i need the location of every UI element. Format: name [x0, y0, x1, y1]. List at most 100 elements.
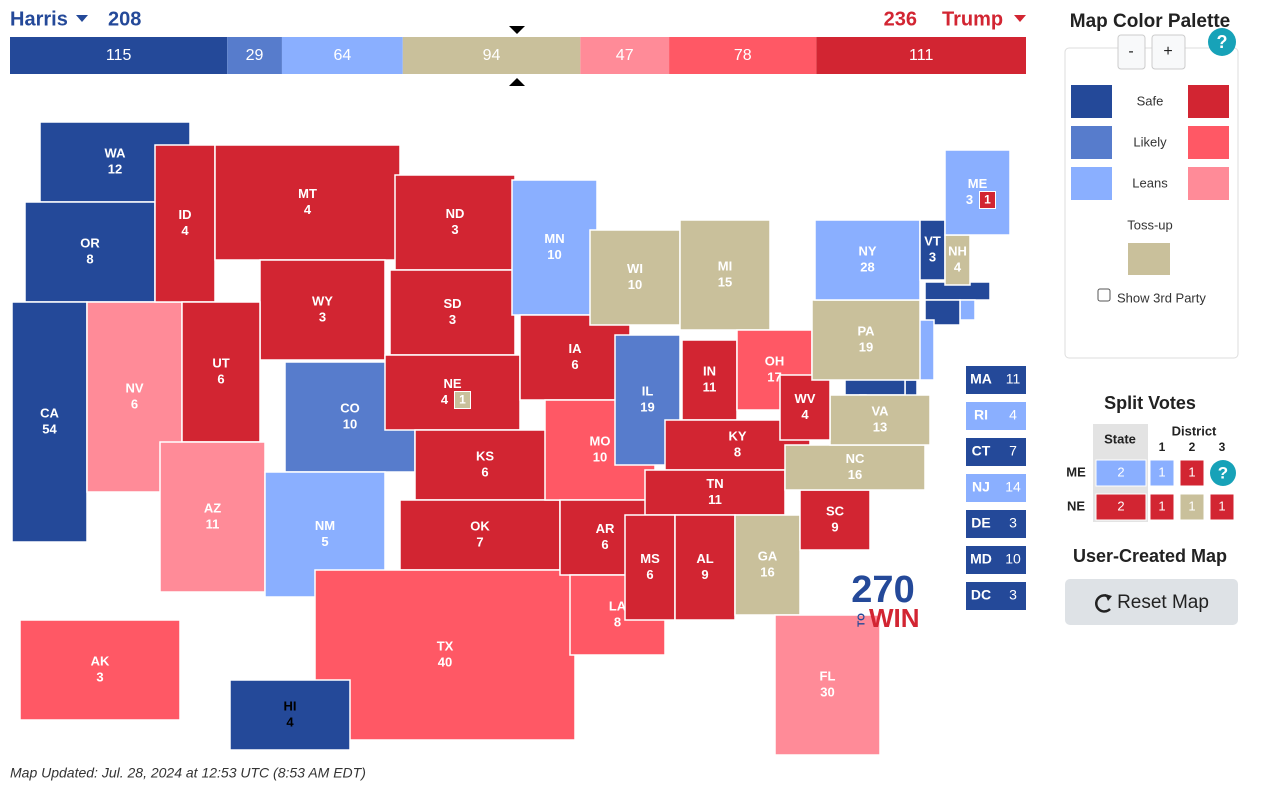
- tossup-swatch[interactable]: [1128, 243, 1170, 275]
- district-number: 3: [1219, 440, 1226, 454]
- state-shape[interactable]: [779, 374, 831, 441]
- split-district-box[interactable]: [1149, 459, 1175, 487]
- state-abbr: OK: [470, 518, 490, 533]
- dem-total: 208: [108, 8, 141, 30]
- split-district-box[interactable]: [1209, 493, 1235, 521]
- small-state-box[interactable]: [966, 438, 1026, 466]
- state-shape[interactable]: [774, 614, 881, 756]
- state-ev: 3: [96, 669, 103, 684]
- state-abbr: UT: [212, 355, 229, 370]
- midpoint-marker: [509, 78, 525, 86]
- state-shape[interactable]: [829, 394, 931, 446]
- small-state-box[interactable]: [966, 366, 1026, 394]
- rep-swatch[interactable]: [1188, 85, 1229, 118]
- state-ev: 12: [108, 161, 122, 176]
- state-ev: 6: [481, 464, 488, 479]
- split-district-value: 1: [1218, 498, 1225, 513]
- state-abbr: SD: [443, 296, 461, 311]
- state-shape[interactable]: [384, 354, 521, 431]
- zoom-in-button[interactable]: [1151, 34, 1186, 70]
- dem-swatch[interactable]: [1071, 167, 1112, 200]
- district-number: 1: [1159, 440, 1166, 454]
- state-shape[interactable]: [159, 441, 266, 593]
- district-ev: 1: [984, 193, 991, 207]
- state-shape[interactable]: [154, 144, 216, 303]
- state-shape[interactable]: [511, 179, 598, 316]
- bar-segment: [402, 37, 581, 74]
- split-district-box[interactable]: [1179, 493, 1205, 521]
- split-state-box[interactable]: [1095, 459, 1147, 487]
- dem-swatch[interactable]: [1071, 85, 1112, 118]
- state-ev: 8: [86, 251, 93, 266]
- state-abbr: IA: [569, 341, 583, 356]
- state-shape[interactable]: [181, 301, 261, 443]
- small-state-ev: 14: [1005, 479, 1021, 495]
- state-ev: 11: [703, 379, 717, 394]
- help-icon[interactable]: [1210, 460, 1236, 486]
- small-state-ev: 11: [1006, 371, 1021, 387]
- refresh-icon: [1105, 594, 1112, 601]
- state-shape[interactable]: [394, 174, 516, 271]
- reset-button[interactable]: [1065, 579, 1238, 625]
- state-ev: 4: [304, 202, 312, 217]
- split-district-box[interactable]: [1179, 459, 1205, 487]
- rep-swatch[interactable]: [1188, 167, 1229, 200]
- tossup-label: Toss-up: [1127, 217, 1173, 232]
- rating-label: Likely: [1133, 134, 1167, 149]
- state-shape[interactable]: [11, 301, 88, 543]
- state-ev: 11: [206, 516, 220, 531]
- small-state-box[interactable]: [966, 402, 1026, 430]
- state-ev: 10: [547, 247, 561, 262]
- state-abbr: OR: [80, 235, 100, 250]
- state-shape[interactable]: [814, 219, 921, 301]
- state-abbr: PA: [857, 323, 875, 338]
- small-state-box[interactable]: [966, 474, 1026, 502]
- state-shape[interactable]: [414, 429, 556, 501]
- state-shape[interactable]: [399, 499, 561, 571]
- state-ev: 16: [760, 564, 774, 579]
- dropdown-caret[interactable]: [76, 15, 88, 22]
- split-state-box[interactable]: [1095, 493, 1147, 521]
- state-shape[interactable]: [214, 144, 401, 261]
- help-label: ?: [1217, 32, 1228, 52]
- bar-segment: [227, 37, 282, 74]
- state-ev: 8: [614, 614, 621, 629]
- district-number: 2: [1189, 440, 1196, 454]
- zoom-out-label: -: [1128, 43, 1133, 60]
- state-shape[interactable]: [799, 489, 871, 551]
- state-shape[interactable]: [624, 514, 676, 621]
- dropdown-caret[interactable]: [1014, 15, 1026, 22]
- state-shape[interactable]: [959, 299, 976, 321]
- small-state-box[interactable]: [966, 546, 1026, 574]
- state-abbr: ND: [446, 206, 465, 221]
- logo-win: WIN: [869, 603, 920, 633]
- state-shape[interactable]: [19, 619, 181, 721]
- state-abbr: MI: [718, 258, 732, 273]
- district-ev: 1: [459, 393, 466, 407]
- state-shape[interactable]: [784, 444, 926, 491]
- state-shape[interactable]: [644, 469, 786, 516]
- state-shape[interactable]: [589, 229, 681, 326]
- state-abbr: NC: [846, 451, 865, 466]
- split-district-box[interactable]: [1149, 493, 1175, 521]
- state-shape[interactable]: [734, 514, 801, 616]
- state-shape[interactable]: [919, 219, 946, 281]
- rep-swatch[interactable]: [1188, 126, 1229, 159]
- state-shape[interactable]: [811, 299, 921, 381]
- state-shape[interactable]: [944, 149, 1011, 236]
- state-shape[interactable]: [229, 679, 351, 751]
- split-state-value: 2: [1117, 498, 1124, 513]
- rating-label: Leans: [1132, 175, 1168, 190]
- dem-swatch[interactable]: [1071, 126, 1112, 159]
- state-shape[interactable]: [314, 569, 576, 741]
- help-icon[interactable]: [1208, 28, 1236, 56]
- small-state-box[interactable]: [966, 582, 1026, 610]
- third-party-checkbox[interactable]: [1097, 288, 1111, 302]
- reset-label: Reset Map: [1117, 592, 1209, 613]
- small-state-box[interactable]: [966, 510, 1026, 538]
- state-shape[interactable]: [389, 269, 516, 356]
- state-shape[interactable]: [679, 219, 771, 331]
- state-ev: 16: [848, 467, 862, 482]
- zoom-out-button[interactable]: [1117, 34, 1146, 70]
- state-shape[interactable]: [944, 234, 971, 286]
